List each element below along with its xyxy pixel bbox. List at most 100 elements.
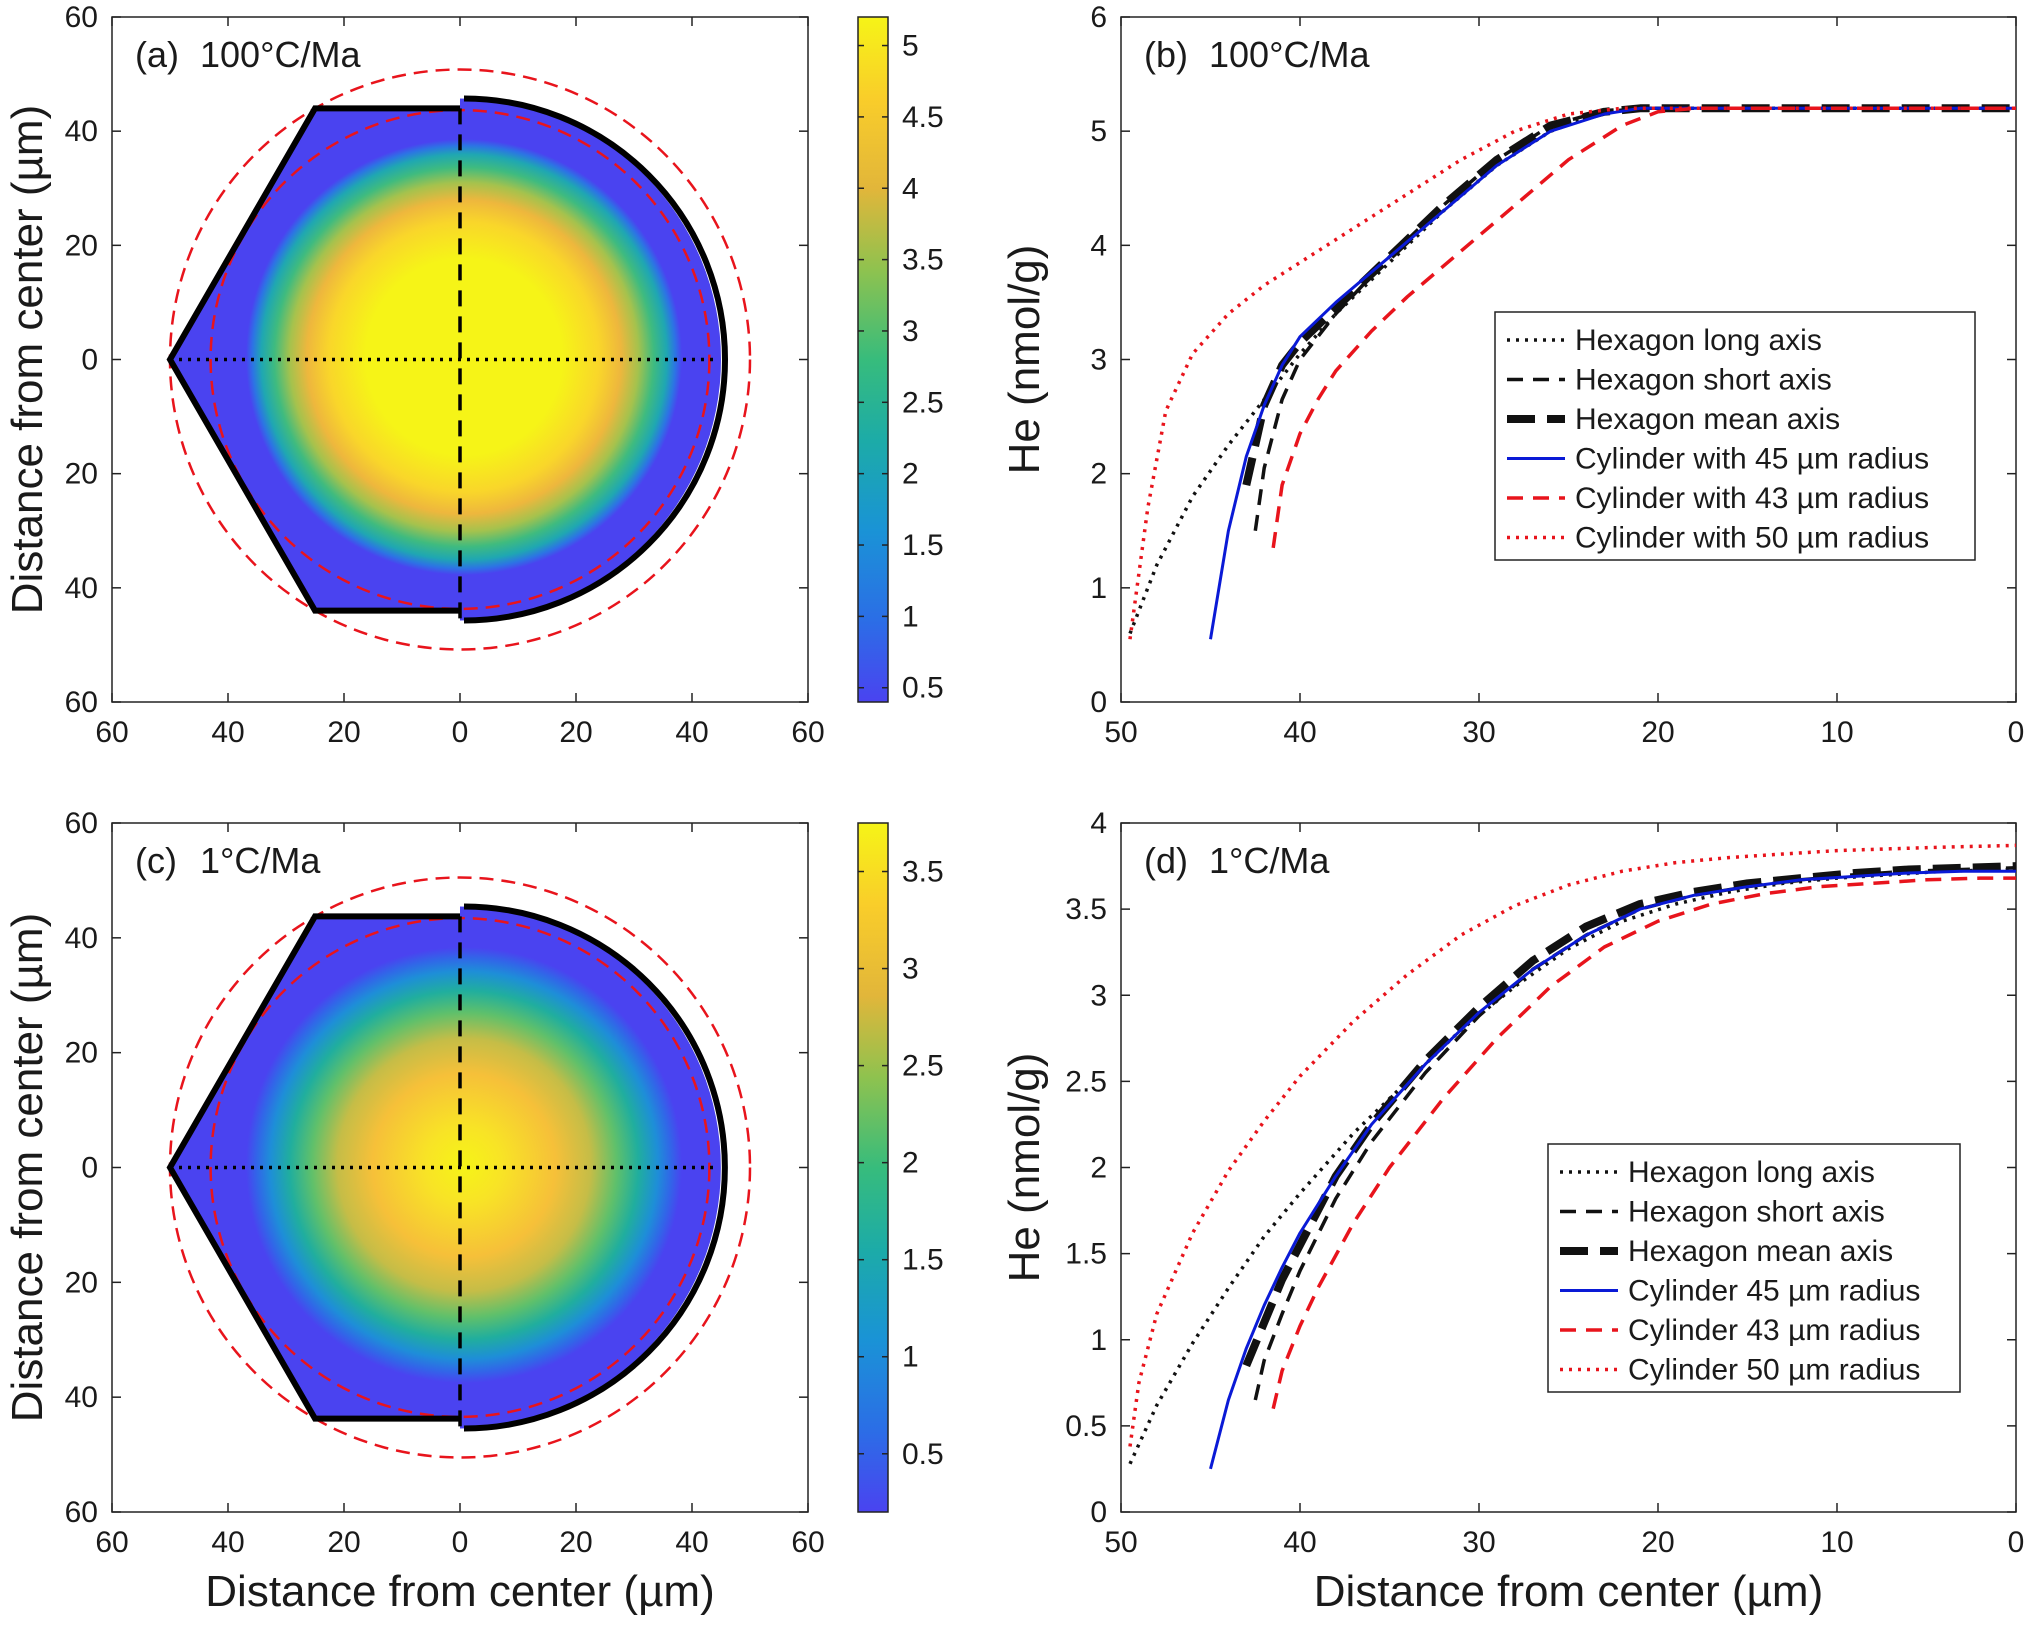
y-tick-label: 5 [1090, 115, 1107, 148]
legend-entry: Cylinder 43 µm radius [1628, 1314, 1920, 1347]
x-tick-label: 40 [211, 1526, 244, 1559]
x-tick-label: 40 [211, 716, 244, 749]
y-tick-label: 0.5 [1065, 1410, 1107, 1443]
y-tick-label: 1 [1090, 572, 1107, 605]
panel-title: 100°C/Ma [1209, 34, 1370, 75]
y-tick-label: 60 [65, 1496, 98, 1529]
colorbar [857, 822, 889, 1513]
legend-entry: Hexagon short axis [1628, 1196, 1885, 1229]
panel-c: 0.511.522.533.560 40 20 0 20 40 60604020020406… [3, 807, 944, 1616]
colorbar-tick-label: 2.5 [902, 1050, 944, 1083]
legend-entry: Cylinder 50 µm radius [1628, 1354, 1920, 1387]
x-tick-label: 0 [2008, 716, 2025, 749]
y-axis-label: He (nmol/g) [1000, 1053, 1049, 1283]
y-tick-label: 20 [65, 229, 98, 262]
x-tick-label: 20 [1641, 1526, 1674, 1559]
panel-title: 1°C/Ma [200, 840, 321, 881]
x-tick-label: 20 [1641, 716, 1674, 749]
x-axis-label: Distance from center (µm) [1314, 1567, 1823, 1616]
legend-box [1494, 311, 1976, 561]
colorbar-tick-label: 4.5 [902, 101, 944, 134]
colorbar-tick-label: 2 [902, 1147, 919, 1180]
colorbar-tick-label: 2.5 [902, 386, 944, 419]
colorbar-tick-label: 1.5 [902, 529, 944, 562]
panel-b: Hexagon long axis Hexagon short axis Hexag… [1000, 1, 2024, 749]
y-tick-label: 20 [65, 1266, 98, 1299]
x-tick-label: 40 [675, 716, 708, 749]
x-tick-label: 60 [95, 716, 128, 749]
y-tick-label: 2.5 [1065, 1065, 1107, 1098]
colorbar-tick-label: 5 [902, 30, 919, 63]
x-tick-label: 60 [791, 1526, 824, 1559]
y-tick-label: 60 [65, 1, 98, 34]
y-tick-label: 0 [81, 1152, 98, 1185]
colorbar-tick-label: 2 [902, 458, 919, 491]
x-tick-label: 60 [95, 1526, 128, 1559]
y-tick-label: 2 [1090, 1152, 1107, 1185]
colorbar-tick-label: 3.5 [902, 244, 944, 277]
y-tick-label: 20 [65, 1037, 98, 1070]
y-tick-label: 40 [65, 572, 98, 605]
legend: Hexagon long axis Hexagon short axis Hexag… [1547, 1143, 1961, 1393]
y-tick-label: 60 [65, 686, 98, 719]
legend-entry: Hexagon short axis [1575, 364, 1832, 397]
legend-entry: Cylinder with 50 µm radius [1575, 522, 1929, 555]
x-tick-label: 50 [1104, 1526, 1137, 1559]
legend-entry: Hexagon long axis [1628, 1156, 1875, 1189]
panel-title: 100°C/Ma [200, 34, 361, 75]
y-tick-label: 3 [1090, 979, 1107, 1012]
y-tick-label: 2 [1090, 458, 1107, 491]
y-tick-label: 0 [81, 344, 98, 377]
series-line-4 [1271, 106, 2016, 549]
y-tick-label: 3.5 [1065, 893, 1107, 926]
cylinder-outline [463, 95, 728, 624]
legend-box [1547, 1143, 1961, 1393]
x-tick-label: 20 [559, 1526, 592, 1559]
panel-label: (c) [135, 840, 177, 881]
colorbar-tick-label: 0.5 [902, 672, 944, 705]
legend-entry: Cylinder 45 µm radius [1628, 1275, 1920, 1308]
x-tick-label: 20 [327, 1526, 360, 1559]
colorbar-tick-label: 3.5 [902, 856, 944, 889]
colorbar-tick-label: 1 [902, 600, 919, 633]
colorbar-tick-label: 0.5 [902, 1438, 944, 1471]
legend: Hexagon long axis Hexagon short axis Hexag… [1494, 311, 1976, 561]
y-tick-label: 4 [1090, 807, 1107, 840]
y-tick-label: 40 [65, 1381, 98, 1414]
series-line-5 [1128, 843, 2017, 1447]
y-axis-label: Distance from center (µm) [3, 913, 52, 1422]
y-tick-label: 60 [65, 807, 98, 840]
cylinder-outline [463, 903, 728, 1432]
x-tick-label: 40 [675, 1526, 708, 1559]
panel-label: (a) [135, 34, 179, 75]
x-tick-label: 20 [559, 716, 592, 749]
x-tick-label: 30 [1462, 716, 1495, 749]
x-tick-label: 50 [1104, 716, 1137, 749]
x-axis-label: Distance from center (µm) [205, 1567, 714, 1616]
series-line-4 [1271, 876, 2016, 1410]
y-tick-label: 6 [1090, 1, 1107, 34]
y-tick-label: 40 [65, 922, 98, 955]
y-axis-label: Distance from center (µm) [3, 105, 52, 614]
x-tick-label: 10 [1820, 1526, 1853, 1559]
y-tick-label: 40 [65, 115, 98, 148]
y-tick-label: 1 [1090, 1324, 1107, 1357]
colorbar-tick-label: 3 [902, 953, 919, 986]
x-tick-label: 0 [452, 716, 469, 749]
legend-entry: Cylinder with 45 µm radius [1575, 443, 1929, 476]
y-tick-label: 4 [1090, 229, 1107, 262]
y-axis-label: He (nmol/g) [1000, 245, 1049, 475]
x-tick-label: 0 [452, 1526, 469, 1559]
panel-label: (b) [1144, 34, 1188, 75]
panel-title: 1°C/Ma [1209, 840, 1330, 881]
legend-entry: Hexagon mean axis [1628, 1235, 1893, 1268]
x-tick-label: 40 [1283, 1526, 1316, 1559]
colorbar-tick-label: 3 [902, 315, 919, 348]
y-tick-label: 20 [65, 458, 98, 491]
series-line-2 [1242, 862, 2017, 1368]
series-line-3 [1209, 869, 2016, 1470]
cylinder-half-fill [460, 906, 721, 1429]
